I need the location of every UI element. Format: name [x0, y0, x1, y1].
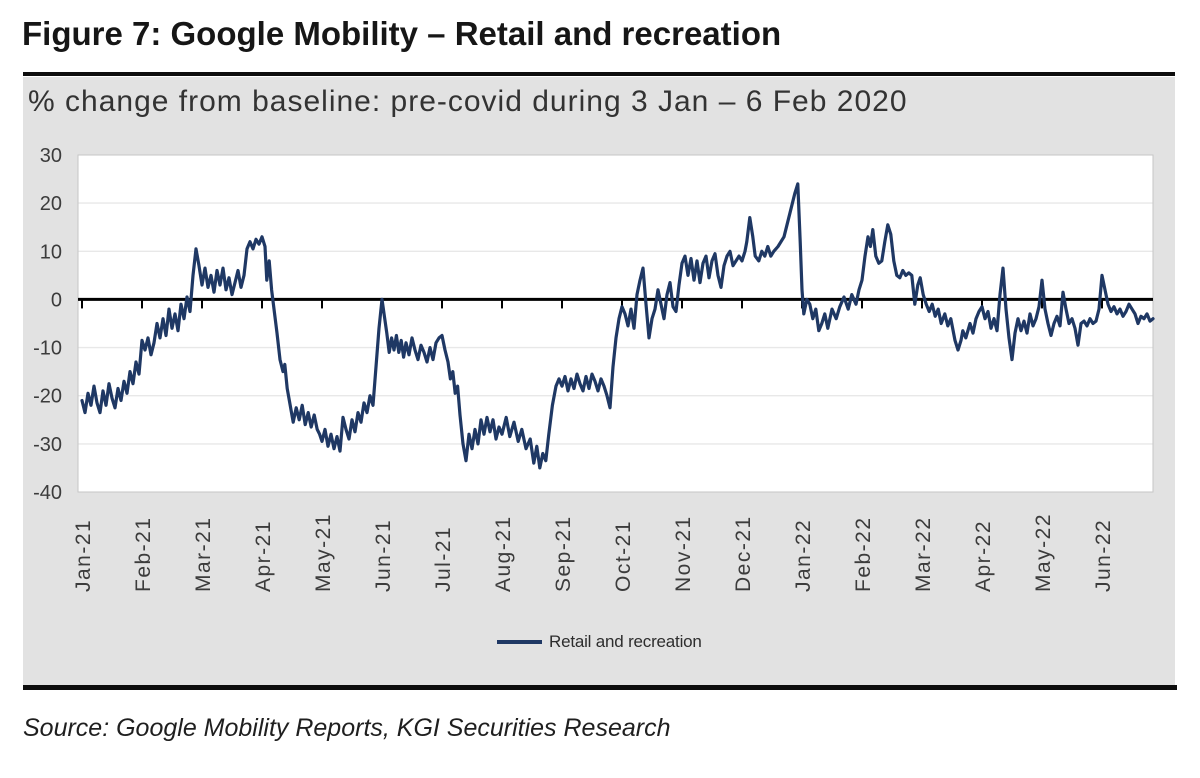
x-tick-label: Apr-21 [252, 520, 275, 592]
x-tick-label: Nov-21 [672, 515, 695, 592]
x-tick-label: Dec-21 [732, 515, 755, 592]
x-tick-label: Oct-21 [612, 520, 635, 592]
x-tick-label: Jun-22 [1092, 519, 1115, 592]
x-tick-label: Apr-22 [972, 520, 995, 592]
plot-border [77, 154, 1154, 493]
chart-legend: Retail and recreation [497, 631, 702, 653]
x-tick-label: Jan-22 [792, 519, 815, 592]
chart-subtitle: % change from baseline: pre-covid during… [28, 85, 908, 118]
x-tick-label: Aug-21 [492, 515, 515, 592]
y-tick-label: 30 [40, 145, 62, 167]
legend-line-swatch [497, 640, 542, 644]
x-tick-label: Jun-21 [372, 519, 395, 592]
mobility-chart: Jan-21 Feb-21 Mar-21 Apr-21 May-21 Jun-21 Jul-… [33, 145, 1155, 592]
x-tick-label: Feb-21 [132, 516, 155, 592]
y-tick-label: 10 [40, 241, 62, 263]
x-tick-label: Feb-22 [852, 516, 875, 592]
x-tick-label: Jan-21 [72, 519, 95, 592]
legend-label: Retail and recreation [549, 632, 702, 651]
x-tick-label: Mar-22 [912, 516, 935, 592]
title-rule [23, 72, 1175, 76]
y-tick-label: -40 [33, 482, 62, 504]
y-tick-label: 0 [51, 289, 62, 311]
x-tick-label: Mar-21 [192, 516, 215, 592]
y-tick-label: -10 [33, 338, 62, 360]
x-tick-label: Jul-21 [432, 526, 455, 592]
x-tick-label: May-21 [312, 513, 335, 592]
chart-panel: Jan-21 Feb-21 Mar-21 Apr-21 May-21 Jun-21 Jul-… [23, 77, 1175, 685]
source-note: Source: Google Mobility Reports, KGI Sec… [23, 714, 671, 742]
series-line [80, 182, 1155, 470]
figure-title: Figure 7: Google Mobility – Retail and r… [22, 15, 782, 52]
y-tick-label: 20 [40, 193, 62, 215]
x-tick-label: Sep-21 [552, 515, 575, 592]
bottom-rule [23, 685, 1177, 690]
y-tick-label: -30 [33, 434, 62, 456]
y-tick-label: -20 [33, 386, 62, 408]
x-tick-label: May-22 [1032, 513, 1055, 592]
